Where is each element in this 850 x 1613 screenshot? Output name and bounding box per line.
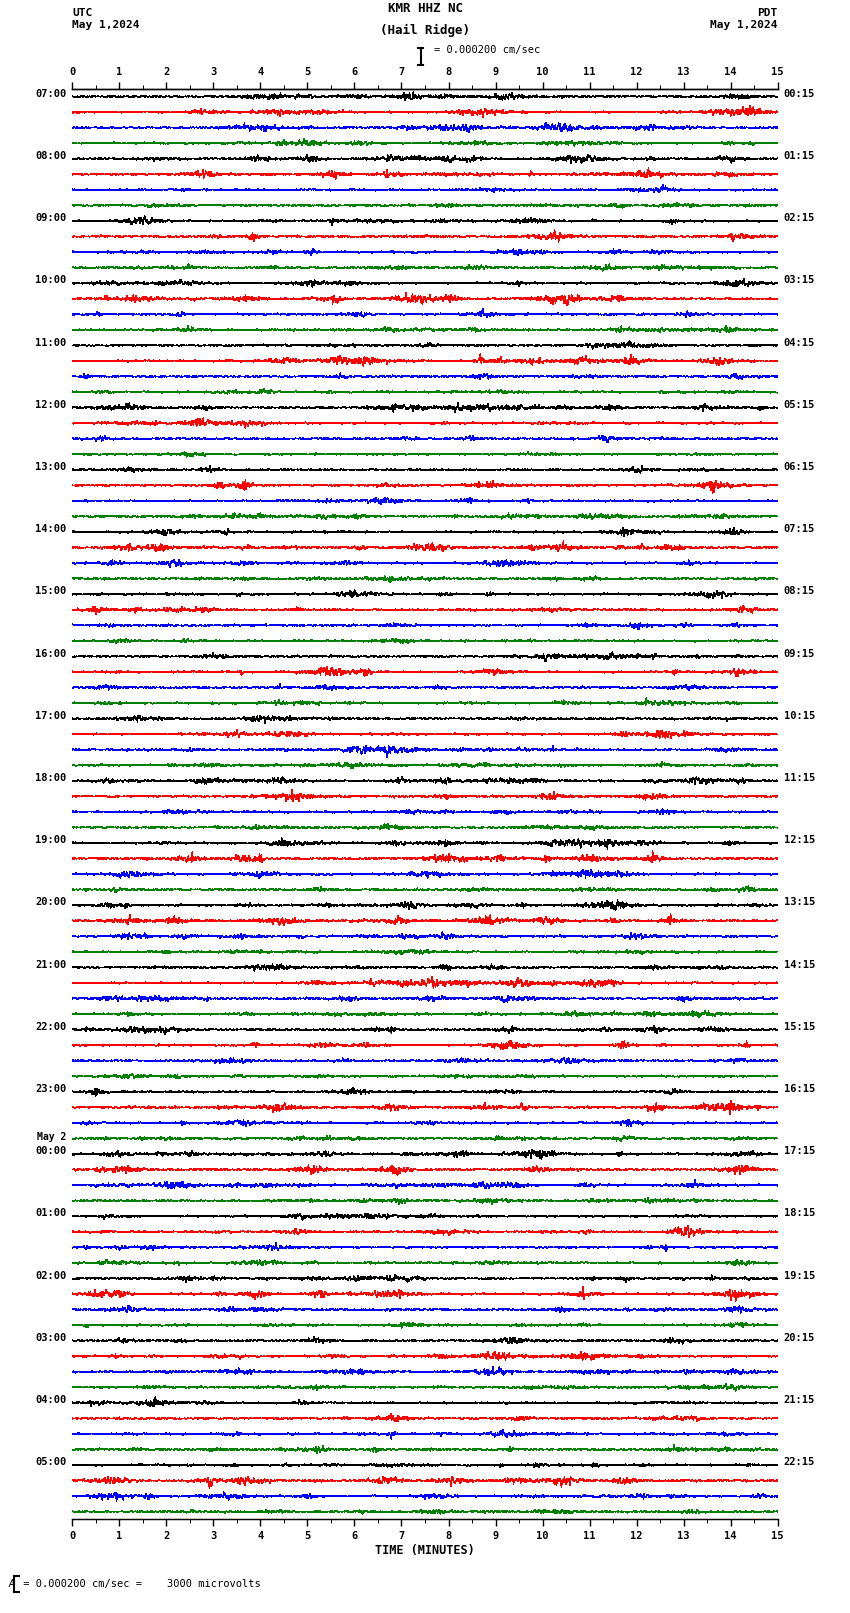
Text: 20:00: 20:00 xyxy=(35,897,66,908)
Text: 22:00: 22:00 xyxy=(35,1021,66,1032)
Text: 16:00: 16:00 xyxy=(35,648,66,658)
Text: 13:00: 13:00 xyxy=(35,461,66,473)
Text: 03:15: 03:15 xyxy=(784,276,815,286)
Text: 17:15: 17:15 xyxy=(784,1147,815,1157)
Text: 12:15: 12:15 xyxy=(784,836,815,845)
Text: KMR HHZ NC: KMR HHZ NC xyxy=(388,2,462,15)
Text: = 0.000200 cm/sec: = 0.000200 cm/sec xyxy=(434,45,540,55)
Text: May 2: May 2 xyxy=(37,1132,66,1142)
Text: 16:15: 16:15 xyxy=(784,1084,815,1094)
Text: A: A xyxy=(8,1579,14,1589)
Text: 12:00: 12:00 xyxy=(35,400,66,410)
Text: 07:15: 07:15 xyxy=(784,524,815,534)
Text: 09:15: 09:15 xyxy=(784,648,815,658)
Text: 18:15: 18:15 xyxy=(784,1208,815,1218)
Text: 02:00: 02:00 xyxy=(35,1271,66,1281)
Text: 11:00: 11:00 xyxy=(35,337,66,347)
Text: 08:00: 08:00 xyxy=(35,152,66,161)
Text: 11:15: 11:15 xyxy=(784,773,815,782)
Text: 00:15: 00:15 xyxy=(784,89,815,98)
Text: 19:00: 19:00 xyxy=(35,836,66,845)
Text: 05:15: 05:15 xyxy=(784,400,815,410)
Text: PDT
May 1,2024: PDT May 1,2024 xyxy=(711,8,778,31)
Text: 10:00: 10:00 xyxy=(35,276,66,286)
Text: 04:15: 04:15 xyxy=(784,337,815,347)
Text: 06:15: 06:15 xyxy=(784,461,815,473)
Text: 03:00: 03:00 xyxy=(35,1332,66,1344)
Text: 19:15: 19:15 xyxy=(784,1271,815,1281)
Text: 01:15: 01:15 xyxy=(784,152,815,161)
Text: 14:15: 14:15 xyxy=(784,960,815,969)
Text: 09:00: 09:00 xyxy=(35,213,66,223)
Text: 10:15: 10:15 xyxy=(784,711,815,721)
Text: 21:15: 21:15 xyxy=(784,1395,815,1405)
Text: 23:00: 23:00 xyxy=(35,1084,66,1094)
Text: 08:15: 08:15 xyxy=(784,587,815,597)
Text: 21:00: 21:00 xyxy=(35,960,66,969)
Text: 13:15: 13:15 xyxy=(784,897,815,908)
Text: UTC
May 1,2024: UTC May 1,2024 xyxy=(72,8,139,31)
Text: 14:00: 14:00 xyxy=(35,524,66,534)
Text: 18:00: 18:00 xyxy=(35,773,66,782)
Text: 02:15: 02:15 xyxy=(784,213,815,223)
Text: 05:00: 05:00 xyxy=(35,1457,66,1468)
Text: 17:00: 17:00 xyxy=(35,711,66,721)
Text: 22:15: 22:15 xyxy=(784,1457,815,1468)
Text: 07:00: 07:00 xyxy=(35,89,66,98)
Text: 20:15: 20:15 xyxy=(784,1332,815,1344)
Text: = 0.000200 cm/sec =    3000 microvolts: = 0.000200 cm/sec = 3000 microvolts xyxy=(17,1579,261,1589)
Text: 15:00: 15:00 xyxy=(35,587,66,597)
Text: (Hail Ridge): (Hail Ridge) xyxy=(380,24,470,37)
X-axis label: TIME (MINUTES): TIME (MINUTES) xyxy=(375,1544,475,1557)
Text: 04:00: 04:00 xyxy=(35,1395,66,1405)
Text: 15:15: 15:15 xyxy=(784,1021,815,1032)
Text: 00:00: 00:00 xyxy=(35,1147,66,1157)
Text: 01:00: 01:00 xyxy=(35,1208,66,1218)
